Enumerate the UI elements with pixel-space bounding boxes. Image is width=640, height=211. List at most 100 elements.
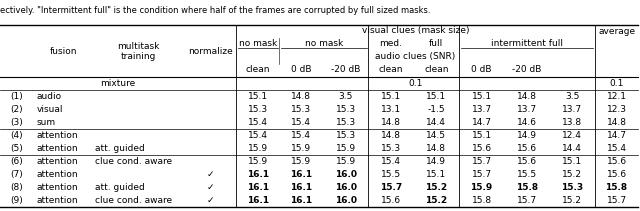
Text: 14.5: 14.5 <box>426 131 446 140</box>
Text: 0.1: 0.1 <box>408 79 422 88</box>
Text: attention: attention <box>36 144 78 153</box>
Text: 14.7: 14.7 <box>472 118 492 127</box>
Text: (4): (4) <box>10 131 23 140</box>
Text: 16.1: 16.1 <box>291 196 312 205</box>
Text: 14.8: 14.8 <box>517 92 537 101</box>
Text: (6): (6) <box>10 157 23 166</box>
Text: -20 dB: -20 dB <box>512 65 541 74</box>
Text: ✓: ✓ <box>206 183 214 192</box>
Text: 16.1: 16.1 <box>246 183 269 192</box>
Text: 15.5: 15.5 <box>381 170 401 179</box>
Text: 16.0: 16.0 <box>335 170 357 179</box>
Text: audio: audio <box>36 92 61 101</box>
Text: 13.1: 13.1 <box>381 105 401 114</box>
Text: 15.6: 15.6 <box>381 196 401 205</box>
Text: 15.1: 15.1 <box>248 92 268 101</box>
Text: (8): (8) <box>10 183 23 192</box>
Text: fusion: fusion <box>49 47 77 56</box>
Text: no mask: no mask <box>305 39 343 48</box>
Text: 15.6: 15.6 <box>607 170 627 179</box>
Text: 16.1: 16.1 <box>291 170 312 179</box>
Text: 15.9: 15.9 <box>291 157 312 166</box>
Text: 15.4: 15.4 <box>291 131 311 140</box>
Text: no mask: no mask <box>239 39 276 48</box>
Text: 13.8: 13.8 <box>562 118 582 127</box>
Text: 15.3: 15.3 <box>336 118 356 127</box>
Text: 12.4: 12.4 <box>562 131 582 140</box>
Text: 15.1: 15.1 <box>381 92 401 101</box>
Text: 15.2: 15.2 <box>562 196 582 205</box>
Text: clean: clean <box>424 65 449 74</box>
Text: 12.3: 12.3 <box>607 105 627 114</box>
Text: (5): (5) <box>10 144 23 153</box>
Text: (7): (7) <box>10 170 23 179</box>
Text: 15.9: 15.9 <box>248 144 268 153</box>
Text: (3): (3) <box>10 118 23 127</box>
Text: 15.9: 15.9 <box>470 183 493 192</box>
Text: clean: clean <box>245 65 270 74</box>
Text: 15.4: 15.4 <box>291 118 311 127</box>
Text: 15.1: 15.1 <box>426 170 446 179</box>
Text: mixture: mixture <box>100 79 136 88</box>
Text: 15.3: 15.3 <box>248 105 268 114</box>
Text: attention: attention <box>36 196 78 205</box>
Text: 15.7: 15.7 <box>472 170 492 179</box>
Text: 15.7: 15.7 <box>472 157 492 166</box>
Text: 15.2: 15.2 <box>562 170 582 179</box>
Text: clue cond. aware: clue cond. aware <box>95 196 172 205</box>
Text: 15.9: 15.9 <box>248 157 268 166</box>
Text: 15.3: 15.3 <box>561 183 583 192</box>
Text: 0 dB: 0 dB <box>471 65 492 74</box>
Text: 0 dB: 0 dB <box>291 65 312 74</box>
Text: 16.1: 16.1 <box>246 196 269 205</box>
Text: med.: med. <box>380 39 403 48</box>
Text: 15.3: 15.3 <box>291 105 312 114</box>
Text: 15.3: 15.3 <box>336 131 356 140</box>
Text: visual clues (mask size): visual clues (mask size) <box>362 26 469 35</box>
Text: 15.2: 15.2 <box>425 183 447 192</box>
Text: 3.5: 3.5 <box>339 92 353 101</box>
Text: attention: attention <box>36 131 78 140</box>
Text: 14.8: 14.8 <box>426 144 446 153</box>
Text: 15.6: 15.6 <box>516 157 537 166</box>
Text: 14.8: 14.8 <box>607 118 627 127</box>
Text: 16.1: 16.1 <box>246 170 269 179</box>
Text: visual: visual <box>36 105 63 114</box>
Text: 12.1: 12.1 <box>607 92 627 101</box>
Text: 15.1: 15.1 <box>472 131 492 140</box>
Text: 14.8: 14.8 <box>381 131 401 140</box>
Text: full: full <box>429 39 444 48</box>
Text: 15.7: 15.7 <box>516 196 537 205</box>
Text: 15.1: 15.1 <box>562 157 582 166</box>
Text: 14.4: 14.4 <box>562 144 582 153</box>
Text: 15.9: 15.9 <box>291 144 312 153</box>
Text: 14.4: 14.4 <box>426 118 446 127</box>
Text: 15.8: 15.8 <box>516 183 538 192</box>
Text: att. guided: att. guided <box>95 183 145 192</box>
Text: (1): (1) <box>10 92 23 101</box>
Text: ectively. "Intermittent full" is the condition where half of the frames are corr: ectively. "Intermittent full" is the con… <box>0 6 431 15</box>
Text: 16.0: 16.0 <box>335 196 357 205</box>
Text: 15.1: 15.1 <box>426 92 446 101</box>
Text: 15.8: 15.8 <box>472 196 492 205</box>
Text: 15.4: 15.4 <box>381 157 401 166</box>
Text: 14.9: 14.9 <box>517 131 537 140</box>
Text: 15.9: 15.9 <box>336 157 356 166</box>
Text: 15.3: 15.3 <box>336 105 356 114</box>
Text: 15.7: 15.7 <box>607 196 627 205</box>
Text: (9): (9) <box>10 196 23 205</box>
Text: normalize: normalize <box>188 47 232 56</box>
Text: att. guided: att. guided <box>95 144 145 153</box>
Text: -1.5: -1.5 <box>428 105 445 114</box>
Text: multitask
training: multitask training <box>117 42 160 61</box>
Text: audio clues (SNR): audio clues (SNR) <box>375 52 456 61</box>
Text: 14.9: 14.9 <box>426 157 446 166</box>
Text: 13.7: 13.7 <box>562 105 582 114</box>
Text: intermittent full: intermittent full <box>491 39 563 48</box>
Text: 15.8: 15.8 <box>605 183 628 192</box>
Text: clean: clean <box>379 65 403 74</box>
Text: 14.6: 14.6 <box>517 118 537 127</box>
Text: 3.5: 3.5 <box>565 92 579 101</box>
Text: 16.1: 16.1 <box>291 183 312 192</box>
Text: -20 dB: -20 dB <box>331 65 360 74</box>
